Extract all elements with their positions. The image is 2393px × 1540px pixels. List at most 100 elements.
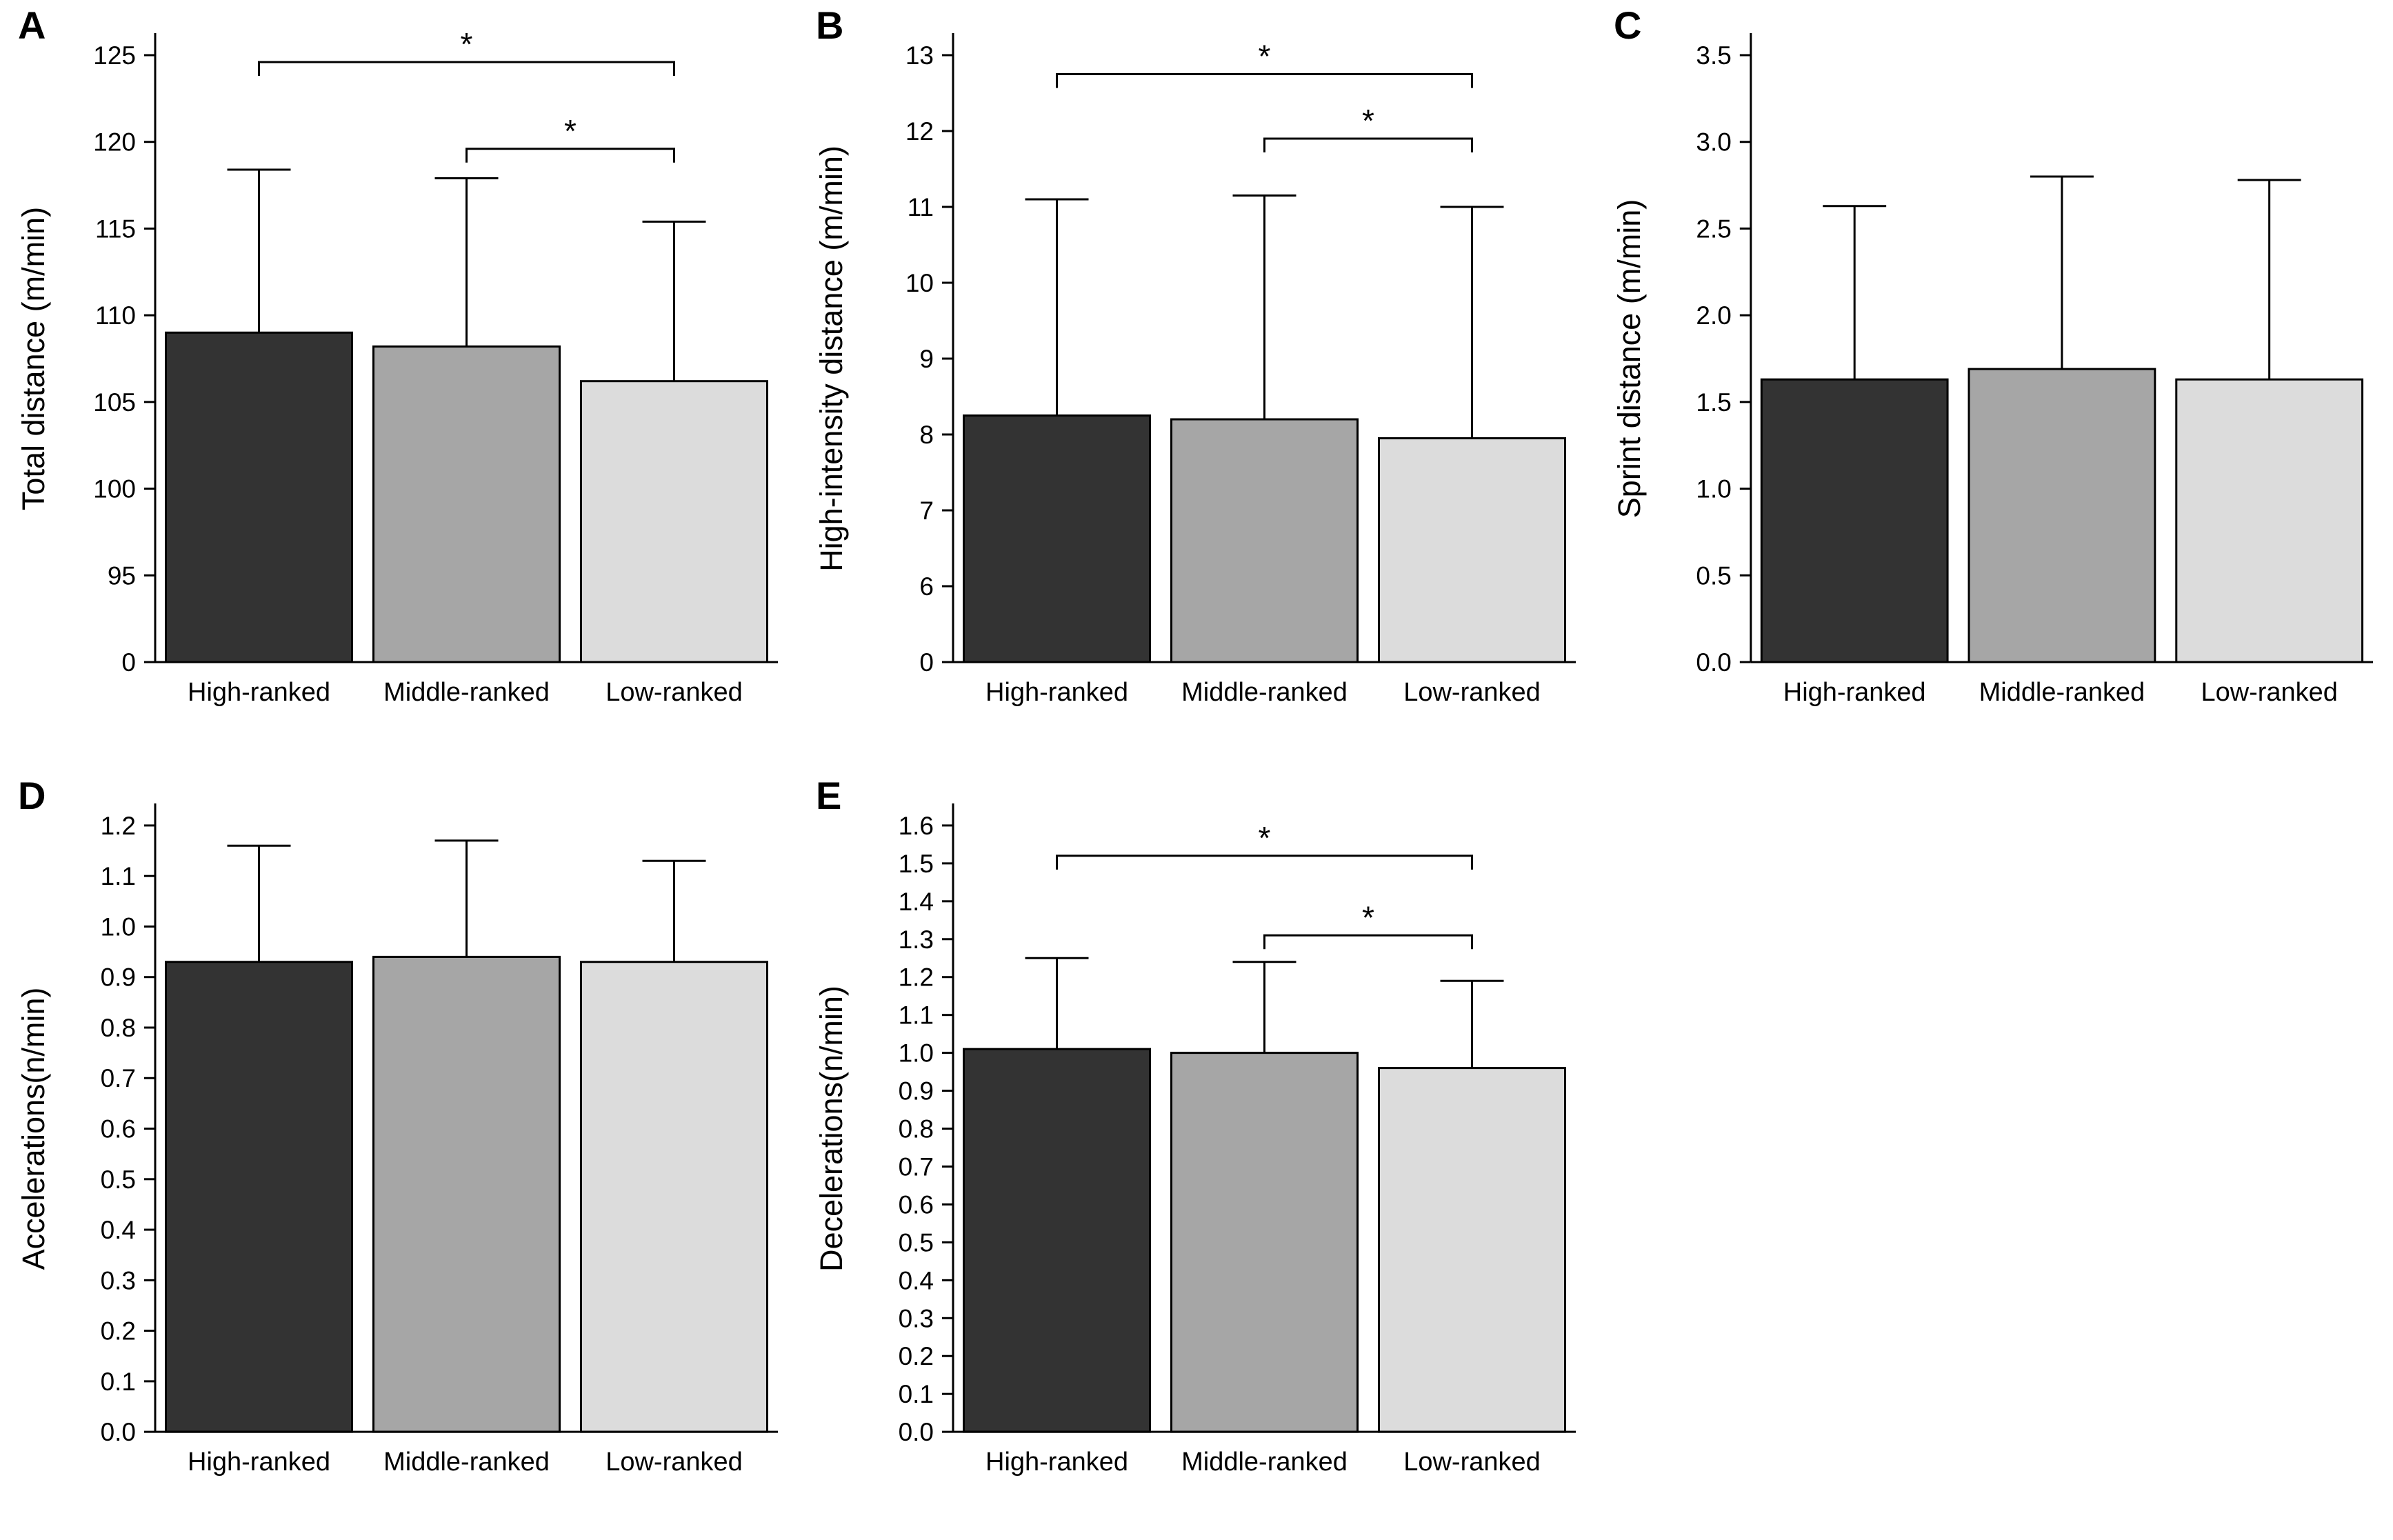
y-tick-label: 3.5 xyxy=(1696,41,1731,70)
y-tick-label: 1.4 xyxy=(899,888,934,916)
panel-d: D High-ranked Middle-ranked Low-ranked 0.0 0… xyxy=(0,770,798,1540)
significance-bracket xyxy=(1056,73,1473,88)
y-tick-label: 1.6 xyxy=(899,812,934,840)
bar-middle-ranked xyxy=(372,955,561,1433)
category-label: High-ranked xyxy=(985,678,1128,707)
panel-a-plot: High-ranked Middle-ranked Low-ranked 0 95 100… xyxy=(16,26,778,707)
bar-middle-ranked xyxy=(372,345,561,663)
y-tick-label: 10 xyxy=(905,269,934,297)
y-tick-label: 110 xyxy=(95,301,136,330)
bar-low-ranked xyxy=(1378,1067,1566,1433)
y-tick-label: 105 xyxy=(93,388,136,417)
panel-letter-c: C xyxy=(1614,3,1642,47)
y-tick-label: 2.0 xyxy=(1696,301,1731,330)
y-tick-label: 3.0 xyxy=(1696,128,1731,157)
y-tick-label: 8 xyxy=(919,421,934,449)
category-label: Low-ranked xyxy=(605,678,743,707)
bar-low-ranked xyxy=(1378,437,1566,663)
y-tick-label: 13 xyxy=(905,41,934,70)
y-tick-label: 0.1 xyxy=(899,1380,934,1408)
significance-bracket xyxy=(465,148,675,163)
y-tick-label: 1.5 xyxy=(899,850,934,878)
empty-cell xyxy=(1596,770,2393,1540)
category-label: High-ranked xyxy=(985,1448,1128,1477)
y-tick-label: 0.2 xyxy=(899,1342,934,1370)
significance-asterisk: * xyxy=(1362,899,1374,935)
y-axis-label: Total distance (m/min) xyxy=(16,207,51,510)
category-label: Middle-ranked xyxy=(1181,1448,1348,1477)
y-tick-label: 0.6 xyxy=(899,1190,934,1219)
y-tick-label: 0.0 xyxy=(899,1418,934,1446)
y-tick-label: 0.0 xyxy=(101,1418,136,1446)
y-tick-label: 1.3 xyxy=(899,926,934,954)
y-tick-label: 1.0 xyxy=(101,912,136,941)
y-tick-label: 1.1 xyxy=(899,1001,934,1030)
category-label: Middle-ranked xyxy=(1181,678,1348,707)
y-tick-label: 120 xyxy=(93,128,136,157)
significance-bracket xyxy=(1263,137,1473,152)
y-axis-label: Accelerations(n/min) xyxy=(16,988,51,1270)
y-tick-label: 0.1 xyxy=(101,1368,136,1396)
panel-b: B High-ranked Middle-ranked Low-ranked 0 6 7 8… xyxy=(798,0,1596,770)
significance-asterisk: * xyxy=(1362,103,1374,139)
y-tick-label: 0 xyxy=(121,648,136,677)
y-tick-label: 11 xyxy=(908,193,934,221)
panel-c-plot: High-ranked Middle-ranked Low-ranked 0.0 0.5… xyxy=(1612,33,2374,707)
y-tick-label: 1.0 xyxy=(899,1039,934,1068)
significance-asterisk: * xyxy=(461,26,473,62)
y-axis-label: Decelerations(n/min) xyxy=(814,986,849,1272)
bar-low-ranked xyxy=(580,380,768,663)
y-tick-label: 0.5 xyxy=(1696,561,1731,590)
y-tick-label: 0.5 xyxy=(101,1166,136,1194)
y-tick-label: 6 xyxy=(919,572,934,601)
y-axis-label: High-intensity distance (m/min) xyxy=(814,146,849,572)
y-tick-label: 0.6 xyxy=(101,1115,136,1143)
significance-bracket xyxy=(1056,854,1473,870)
y-tick-label: 0.8 xyxy=(899,1115,934,1143)
y-tick-label: 0.7 xyxy=(899,1152,934,1181)
panel-e-plot: High-ranked Middle-ranked Low-ranked 0.0 0.1… xyxy=(814,803,1576,1477)
bar-high-ranked xyxy=(963,1048,1151,1433)
y-tick-label: 0.4 xyxy=(899,1266,934,1294)
y-tick-label: 125 xyxy=(93,41,136,70)
y-tick-label: 1.2 xyxy=(101,812,136,840)
significance-asterisk: * xyxy=(1259,820,1271,856)
y-tick-label: 0.4 xyxy=(101,1216,136,1244)
y-tick-label: 0.3 xyxy=(899,1304,934,1332)
panel-letter-e: E xyxy=(816,774,842,817)
bar-middle-ranked xyxy=(1170,418,1359,663)
bar-middle-ranked xyxy=(1170,1052,1359,1433)
y-tick-label: 1.1 xyxy=(101,862,136,890)
bar-middle-ranked xyxy=(1968,368,2156,663)
y-tick-label: 1.0 xyxy=(1696,475,1731,503)
y-tick-label: 0.2 xyxy=(101,1317,136,1346)
y-tick-label: 115 xyxy=(95,214,136,243)
category-label: High-ranked xyxy=(188,678,330,707)
panel-b-plot: High-ranked Middle-ranked Low-ranked 0 6 7 8 9 1… xyxy=(814,33,1576,707)
y-tick-label: 0 xyxy=(919,648,934,677)
category-label: Middle-ranked xyxy=(383,678,550,707)
significance-bracket xyxy=(1263,934,1473,950)
bar-high-ranked xyxy=(165,331,353,663)
significance-asterisk: * xyxy=(1259,39,1271,74)
y-tick-label: 7 xyxy=(919,497,934,525)
y-tick-label: 95 xyxy=(108,561,136,590)
panel-d-plot: High-ranked Middle-ranked Low-ranked 0.0 0.1… xyxy=(16,803,778,1477)
category-label: Middle-ranked xyxy=(383,1448,550,1477)
panel-letter-d: D xyxy=(18,774,46,817)
y-tick-label: 0.5 xyxy=(899,1228,934,1257)
y-tick-label: 0.9 xyxy=(101,963,136,992)
panel-c: C High-ranked Middle-ranked Low-ranked 0.0 0… xyxy=(1596,0,2393,770)
significance-asterisk: * xyxy=(564,113,577,149)
category-label: Low-ranked xyxy=(2201,678,2338,707)
y-tick-label: 0.9 xyxy=(899,1077,934,1106)
y-tick-label: 12 xyxy=(905,117,934,146)
y-tick-label: 1.2 xyxy=(899,963,934,992)
panel-e: E High-ranked Middle-ranked Low-ranked 0.0 0… xyxy=(798,770,1596,1540)
y-tick-label: 100 xyxy=(93,475,136,503)
y-tick-label: 9 xyxy=(919,345,934,373)
y-tick-label: 0.8 xyxy=(101,1014,136,1042)
category-label: Low-ranked xyxy=(1403,1448,1540,1477)
bar-high-ranked xyxy=(1760,378,1949,663)
